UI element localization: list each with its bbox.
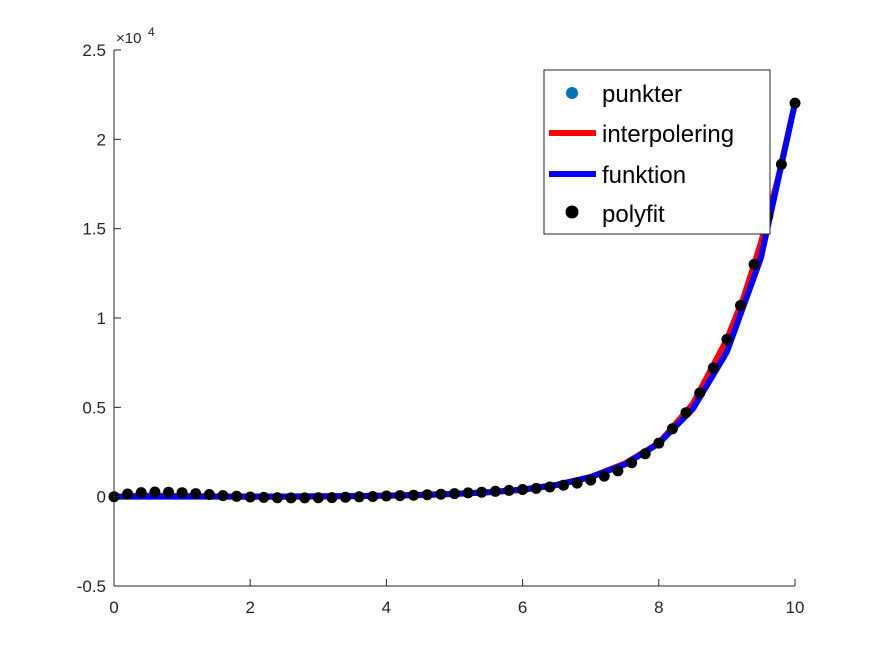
legend-label-funktion: funktion	[602, 162, 686, 189]
data-point-polyfit	[408, 489, 420, 501]
data-point-polyfit	[789, 97, 801, 109]
data-point-polyfit	[530, 482, 542, 494]
series-markers-polyfit	[108, 97, 801, 504]
data-point-polyfit	[122, 488, 134, 500]
data-point-polyfit	[489, 485, 501, 497]
y-tick-label: 0	[97, 488, 106, 507]
y-tick-label: 2.5	[82, 41, 106, 60]
data-point-polyfit	[163, 486, 174, 498]
data-point-polyfit	[558, 479, 569, 491]
y-tick-label: 0.5	[82, 398, 106, 417]
data-point-polyfit	[149, 486, 161, 498]
y-axis-exponent: ×10 4	[116, 25, 155, 47]
data-point-polyfit	[449, 488, 460, 500]
data-point-polyfit	[135, 487, 147, 499]
x-tick-label: 2	[245, 598, 254, 617]
data-point-polyfit	[653, 437, 665, 449]
legend-box	[543, 69, 771, 235]
data-point-polyfit	[748, 258, 760, 270]
data-point-polyfit	[244, 491, 256, 503]
legend-label-interpolering: interpolering	[602, 121, 734, 148]
data-point-polyfit	[217, 490, 229, 502]
data-point-polyfit	[299, 492, 311, 504]
data-point-polyfit	[353, 491, 365, 503]
legend-marker-punkter	[566, 87, 578, 99]
data-point-polyfit	[694, 387, 706, 399]
data-point-polyfit	[326, 492, 338, 504]
data-point-polyfit	[312, 492, 324, 504]
legend-marker-polyfit	[565, 205, 579, 219]
x-tick-label: 0	[109, 598, 118, 617]
data-point-polyfit	[394, 490, 406, 502]
data-point-polyfit	[380, 490, 392, 502]
data-point-polyfit	[707, 362, 719, 374]
data-point-polyfit	[271, 492, 283, 504]
x-tick-label: 6	[518, 598, 527, 617]
data-point-polyfit	[680, 407, 692, 419]
data-point-polyfit	[598, 470, 610, 482]
data-point-polyfit	[258, 491, 270, 503]
data-point-polyfit	[639, 448, 651, 460]
legend-label-polyfit: polyfit	[602, 201, 665, 228]
data-point-polyfit	[585, 474, 597, 486]
y-axis-ticks: -0.5 0 0.5 1 1.5 2 2.5	[77, 41, 121, 596]
y-tick-label: 2	[97, 130, 106, 149]
data-point-polyfit	[435, 488, 447, 500]
plot-area	[108, 97, 801, 504]
data-point-polyfit	[666, 423, 678, 435]
data-point-polyfit	[626, 457, 638, 469]
data-point-polyfit	[285, 492, 297, 504]
data-point-polyfit	[462, 487, 474, 499]
data-point-polyfit	[367, 491, 379, 502]
x-tick-label: 10	[786, 598, 805, 617]
data-point-polyfit	[203, 489, 215, 500]
legend-item-funktion: funktion	[549, 162, 686, 189]
x-tick-label: 4	[382, 598, 391, 617]
data-point-polyfit	[176, 487, 188, 499]
legend-label-punkter: punkter	[602, 81, 682, 108]
legend-item-polyfit: polyfit	[565, 201, 665, 228]
y-tick-label: -0.5	[77, 577, 106, 596]
x-axis-ticks: 0 2 4 6 8 10	[109, 579, 804, 617]
data-point-polyfit	[775, 158, 787, 170]
data-point-polyfit	[735, 300, 746, 311]
y-exponent-power: 4	[148, 25, 155, 39]
data-point-polyfit	[476, 486, 488, 498]
legend-item-punkter: punkter	[566, 81, 682, 108]
data-point-polyfit	[190, 488, 202, 500]
legend: punkter interpolering funktion polyfit	[543, 69, 771, 235]
y-tick-label: 1.5	[82, 220, 106, 239]
data-point-polyfit	[231, 490, 243, 502]
x-tick-label: 8	[654, 598, 663, 617]
data-point-polyfit	[517, 484, 529, 495]
legend-item-interpolering: interpolering	[549, 121, 734, 148]
data-point-polyfit	[571, 477, 583, 489]
data-point-polyfit	[421, 489, 433, 501]
data-point-polyfit	[721, 333, 733, 345]
data-point-polyfit	[544, 481, 556, 493]
y-exponent-base: ×10	[116, 30, 141, 47]
data-point-polyfit	[612, 465, 624, 477]
data-point-polyfit	[340, 491, 351, 503]
y-tick-label: 1	[97, 309, 106, 328]
data-point-polyfit	[503, 484, 515, 496]
